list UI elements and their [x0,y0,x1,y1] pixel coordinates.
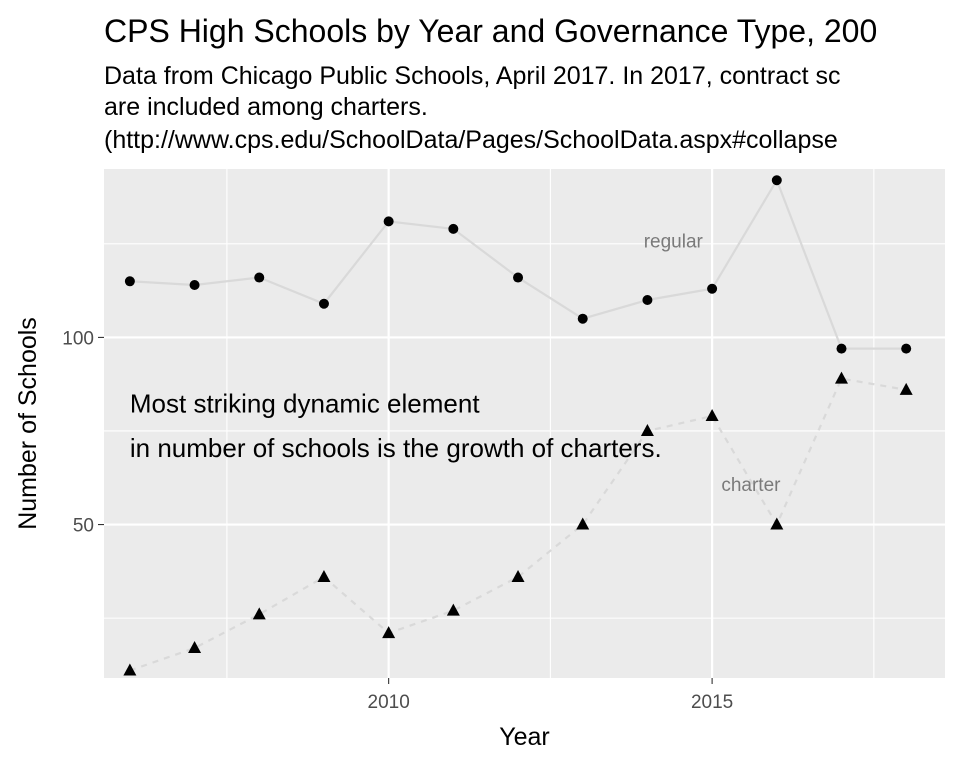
grid-lines [104,169,945,678]
data-point-regular [707,283,718,294]
series-label-regular: regular [644,232,704,253]
y-axis-title: Number of Schools [14,317,42,530]
data-point-charter [640,423,654,436]
data-point-regular [771,175,782,186]
data-markers [123,175,913,676]
data-point-charter [123,663,137,676]
annotation-line-1: Most striking dynamic element [130,388,480,418]
series-label-charter: charter [721,475,781,496]
data-point-regular [383,216,394,227]
x-axis-title: Year [499,723,550,751]
data-point-regular [189,280,200,291]
data-point-charter [382,626,396,639]
annotation-line-2: in number of schools is the growth of ch… [130,433,662,463]
data-point-charter [705,409,719,422]
x-tick-label: 2010 [368,692,410,713]
data-point-charter [317,569,331,582]
chart-subtitle-line-3: (http://www.cps.edu/SchoolData/Pages/Sch… [104,126,838,154]
data-point-charter [252,607,266,620]
data-point-charter [446,603,460,616]
data-point-charter [899,382,913,395]
x-tick-label: 2015 [691,692,733,713]
data-point-charter [511,569,525,582]
data-point-regular [836,343,847,354]
y-tick-label: 100 [62,328,94,349]
axis-ticks: 2010 2015 50 100 [62,328,733,713]
data-point-charter [770,517,784,530]
data-point-charter [188,641,202,654]
data-point-regular [448,223,459,234]
data-point-regular [642,294,653,305]
data-point-charter [576,517,590,530]
data-point-regular [901,343,912,354]
data-point-regular [318,298,329,309]
plot-panel [104,169,945,678]
y-tick-label: 50 [73,516,94,537]
chart-title: CPS High Schools by Year and Governance … [104,13,877,49]
data-point-regular [577,313,588,324]
chart-subtitle-line-2: are included among charters. [104,93,428,121]
data-point-regular [124,276,135,287]
data-point-charter [834,371,848,384]
chart-subtitle-line-1: Data from Chicago Public Schools, April … [104,62,841,90]
data-point-regular [513,272,524,283]
in-plot-labels: regular charter Most striking dynamic elem… [130,232,781,496]
data-point-regular [254,272,265,283]
